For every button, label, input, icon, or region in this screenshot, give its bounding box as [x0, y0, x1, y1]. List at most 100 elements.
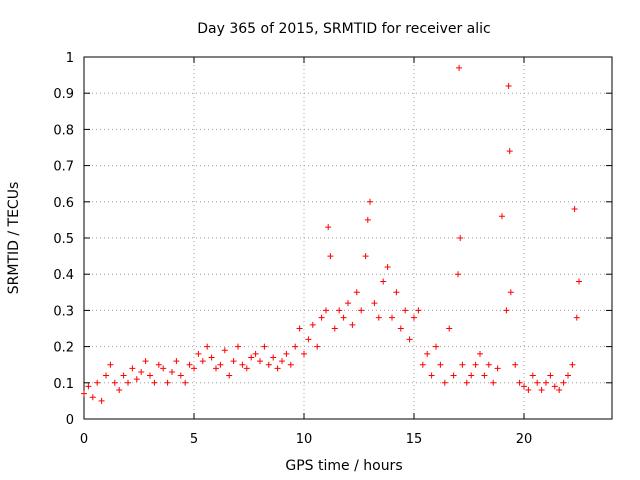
- data-point: [521, 383, 527, 390]
- data-point: [305, 336, 312, 343]
- data-point: [433, 343, 439, 350]
- data-point: [384, 263, 391, 270]
- data-point: [235, 343, 241, 350]
- data-point: [111, 379, 118, 386]
- data-point: [81, 390, 87, 397]
- data-point: [340, 314, 347, 321]
- data-point: [560, 379, 567, 386]
- data-point: [402, 307, 409, 314]
- data-point: [371, 300, 378, 307]
- data-point: [481, 372, 488, 379]
- data-point: [85, 383, 92, 390]
- data-point: [103, 372, 109, 379]
- data-point: [116, 387, 123, 394]
- data-point: [353, 289, 360, 296]
- data-point: [437, 361, 444, 368]
- data-point: [199, 358, 206, 365]
- data-point: [151, 379, 158, 386]
- y-tick-label: 0.3: [53, 304, 74, 319]
- data-point: [446, 325, 453, 332]
- y-tick-label: 0.9: [53, 87, 74, 102]
- data-point: [292, 343, 299, 350]
- data-point: [397, 325, 404, 332]
- data-point: [457, 235, 464, 241]
- data-point: [556, 387, 563, 394]
- data-point: [142, 358, 149, 365]
- data-point: [217, 361, 224, 368]
- data-point: [573, 314, 580, 321]
- data-point: [463, 379, 470, 386]
- data-point: [261, 343, 268, 350]
- data-point: [327, 253, 334, 260]
- x-axis-label: GPS time / hours: [285, 458, 402, 474]
- data-point: [213, 365, 219, 372]
- data-point: [173, 358, 180, 365]
- data-point: [499, 213, 505, 220]
- data-point: [138, 368, 145, 375]
- data-point: [538, 387, 545, 394]
- data-point: [428, 372, 435, 379]
- data-point: [364, 216, 371, 223]
- data-point: [230, 358, 237, 365]
- data-point: [331, 325, 338, 332]
- data-point: [98, 397, 105, 404]
- x-tick-label: 5: [190, 432, 198, 447]
- data-point: [182, 379, 189, 386]
- y-tick-label: 0.1: [53, 377, 74, 392]
- data-point: [419, 361, 426, 368]
- data-point: [274, 365, 281, 372]
- data-point: [367, 198, 373, 205]
- y-tick-label: 0.4: [53, 268, 74, 283]
- data-point: [490, 379, 497, 386]
- data-point: [120, 372, 127, 379]
- data-point: [318, 314, 325, 321]
- data-point: [525, 387, 532, 394]
- data-point: [468, 372, 475, 379]
- data-point: [164, 379, 171, 386]
- y-tick-label: 0.6: [53, 196, 74, 211]
- data-point: [94, 379, 101, 386]
- data-point: [177, 372, 184, 379]
- data-point: [512, 361, 519, 368]
- chart-title: Day 365 of 2015, SRMTID for receiver ali…: [197, 21, 490, 37]
- data-point: [169, 368, 175, 375]
- data-point: [477, 350, 483, 357]
- data-point: [543, 379, 549, 386]
- data-point: [375, 314, 382, 321]
- data-point: [270, 354, 277, 361]
- data-point: [107, 361, 114, 368]
- data-point: [380, 278, 387, 285]
- data-point: [547, 372, 554, 379]
- data-point: [296, 325, 303, 332]
- data-point: [362, 253, 369, 260]
- data-point: [283, 350, 290, 357]
- data-point: [345, 300, 351, 307]
- data-point: [569, 361, 576, 368]
- data-point: [301, 350, 307, 357]
- y-tick-label: 1: [66, 51, 74, 66]
- data-point: [534, 379, 541, 386]
- data-point: [279, 358, 285, 365]
- grid-lines: [84, 57, 612, 419]
- data-point: [456, 64, 463, 71]
- data-point: [424, 350, 431, 357]
- data-point: [576, 278, 582, 285]
- data-point: [314, 343, 321, 350]
- y-tick-label: 0: [66, 413, 74, 428]
- data-point: [287, 361, 294, 368]
- x-tick-label: 20: [516, 432, 533, 447]
- data-point: [505, 82, 512, 89]
- data-point: [204, 343, 211, 350]
- data-point: [472, 361, 479, 368]
- data-point: [147, 372, 153, 379]
- data-point: [349, 321, 356, 328]
- data-point: [494, 365, 501, 372]
- data-point: [571, 206, 578, 213]
- data-point: [257, 358, 263, 365]
- data-point: [221, 347, 228, 354]
- data-point: [450, 372, 457, 379]
- data-point: [411, 314, 417, 321]
- data-point: [309, 321, 316, 328]
- data-point: [485, 361, 492, 368]
- data-point: [565, 372, 571, 379]
